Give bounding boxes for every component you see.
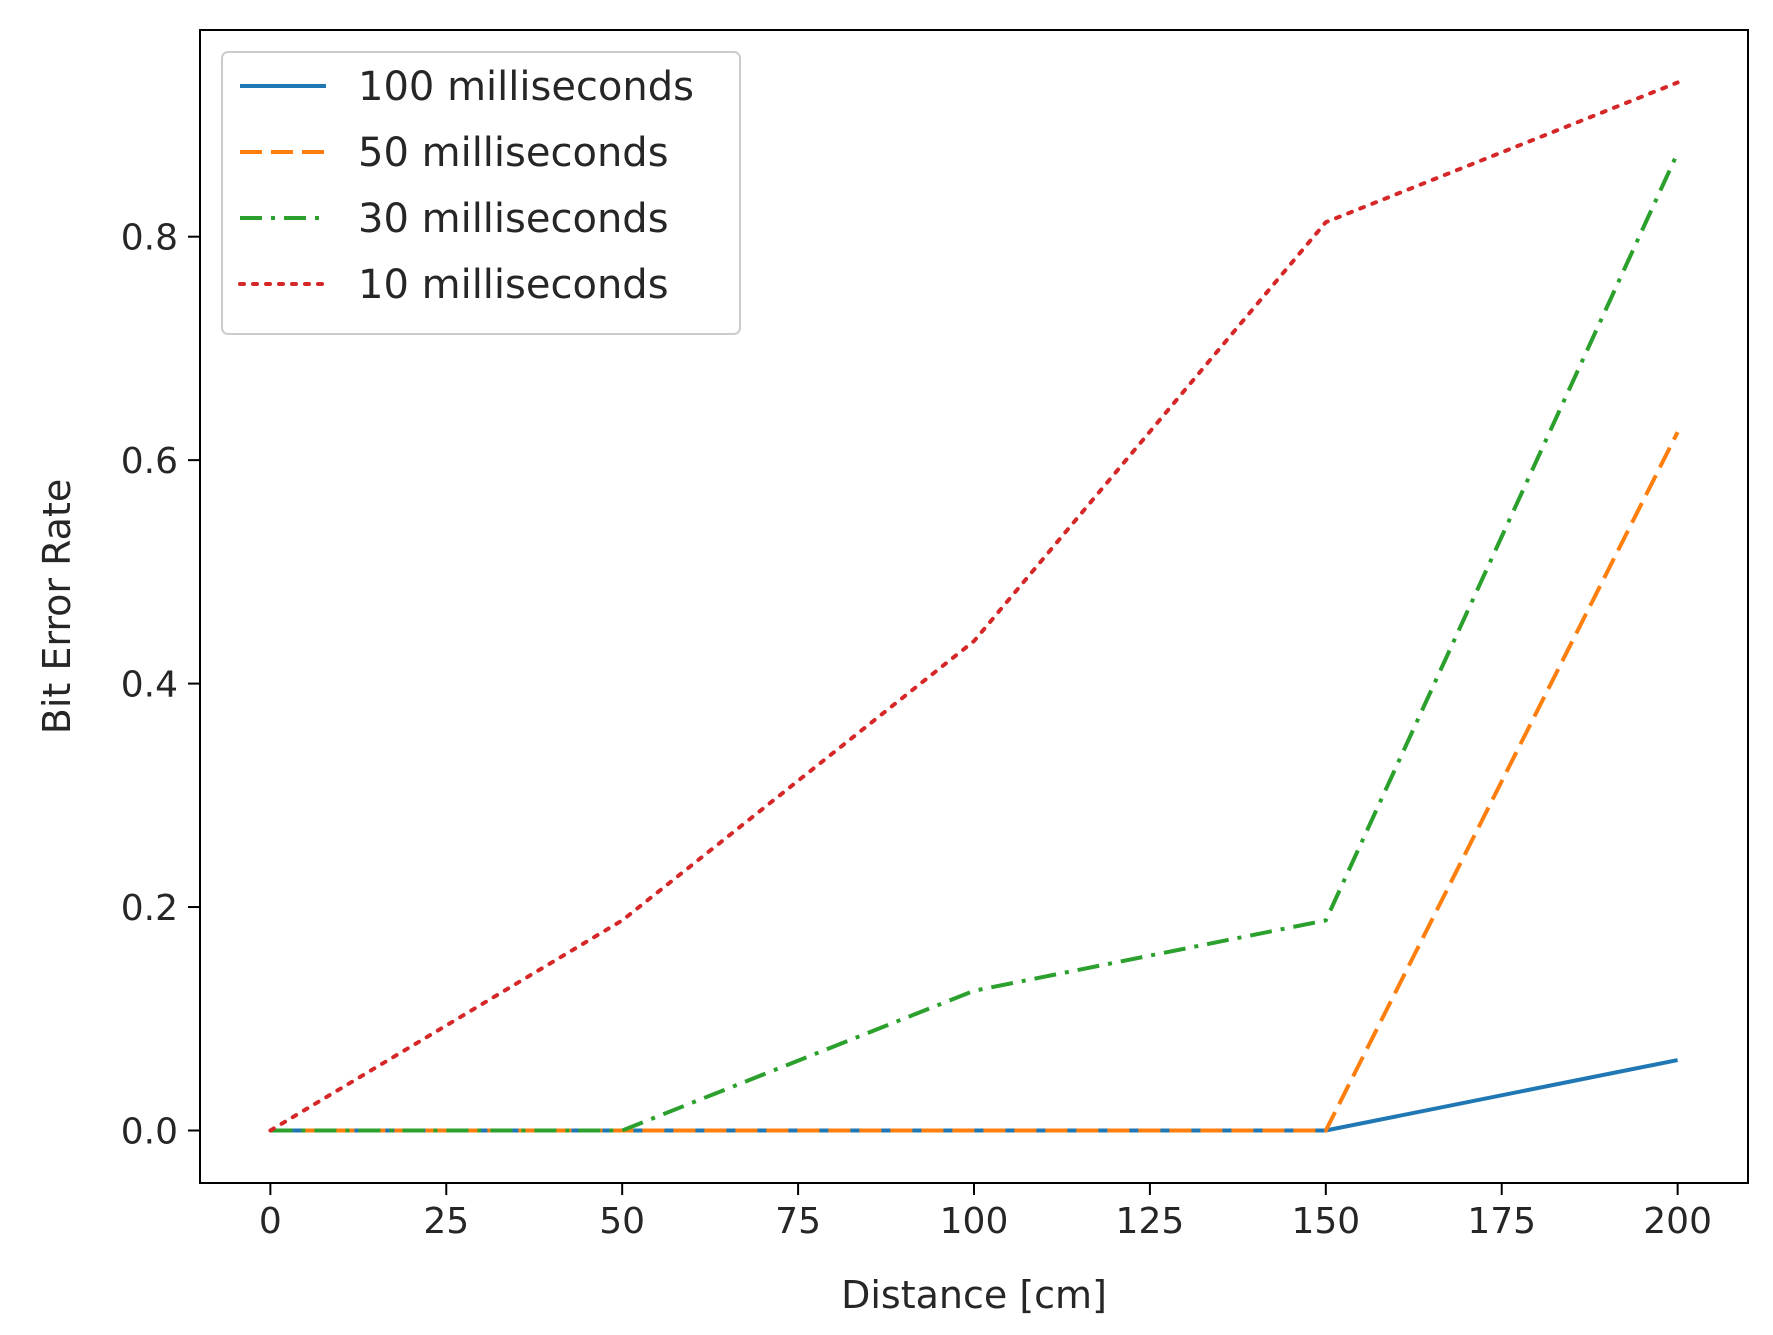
- y-tick-label: 0.6: [121, 441, 178, 482]
- x-tick-label: 125: [1116, 1201, 1185, 1242]
- x-tick-label: 100: [940, 1201, 1009, 1242]
- x-tick-label: 200: [1643, 1201, 1712, 1242]
- x-tick-label: 150: [1291, 1201, 1360, 1242]
- x-tick-label: 175: [1467, 1201, 1536, 1242]
- legend-label-2: 50 milliseconds: [358, 130, 669, 176]
- y-tick-label: 0.2: [121, 888, 178, 929]
- legend-label-1: 100 milliseconds: [358, 64, 694, 110]
- x-tick-label: 75: [775, 1201, 821, 1242]
- y-tick-label: 0.4: [121, 665, 178, 706]
- y-axis-label: Bit Error Rate: [35, 479, 79, 734]
- series-layer: [268, 80, 1680, 1133]
- x-tick-label: 0: [259, 1201, 282, 1242]
- series-line-4: [268, 80, 1680, 1133]
- y-tick-label: 0.8: [121, 218, 178, 259]
- x-axis-label: Distance [cm]: [841, 1273, 1107, 1317]
- y-tick-label: 0.0: [121, 1111, 178, 1152]
- legend-label-3: 30 milliseconds: [358, 196, 669, 242]
- x-tick-label: 25: [423, 1201, 469, 1242]
- legend: 100 milliseconds 50 milliseconds 30 millis…: [221, 51, 741, 335]
- x-axis-ticks: 0 25 50 75 100 125 150 175 200: [259, 1183, 1712, 1242]
- x-tick-label: 50: [599, 1201, 645, 1242]
- legend-box: [221, 51, 741, 335]
- legend-label-4: 10 milliseconds: [358, 262, 669, 308]
- series-line-3: [270, 152, 1680, 1133]
- y-axis-ticks: 0.0 0.2 0.4 0.6 0.8: [121, 218, 200, 1152]
